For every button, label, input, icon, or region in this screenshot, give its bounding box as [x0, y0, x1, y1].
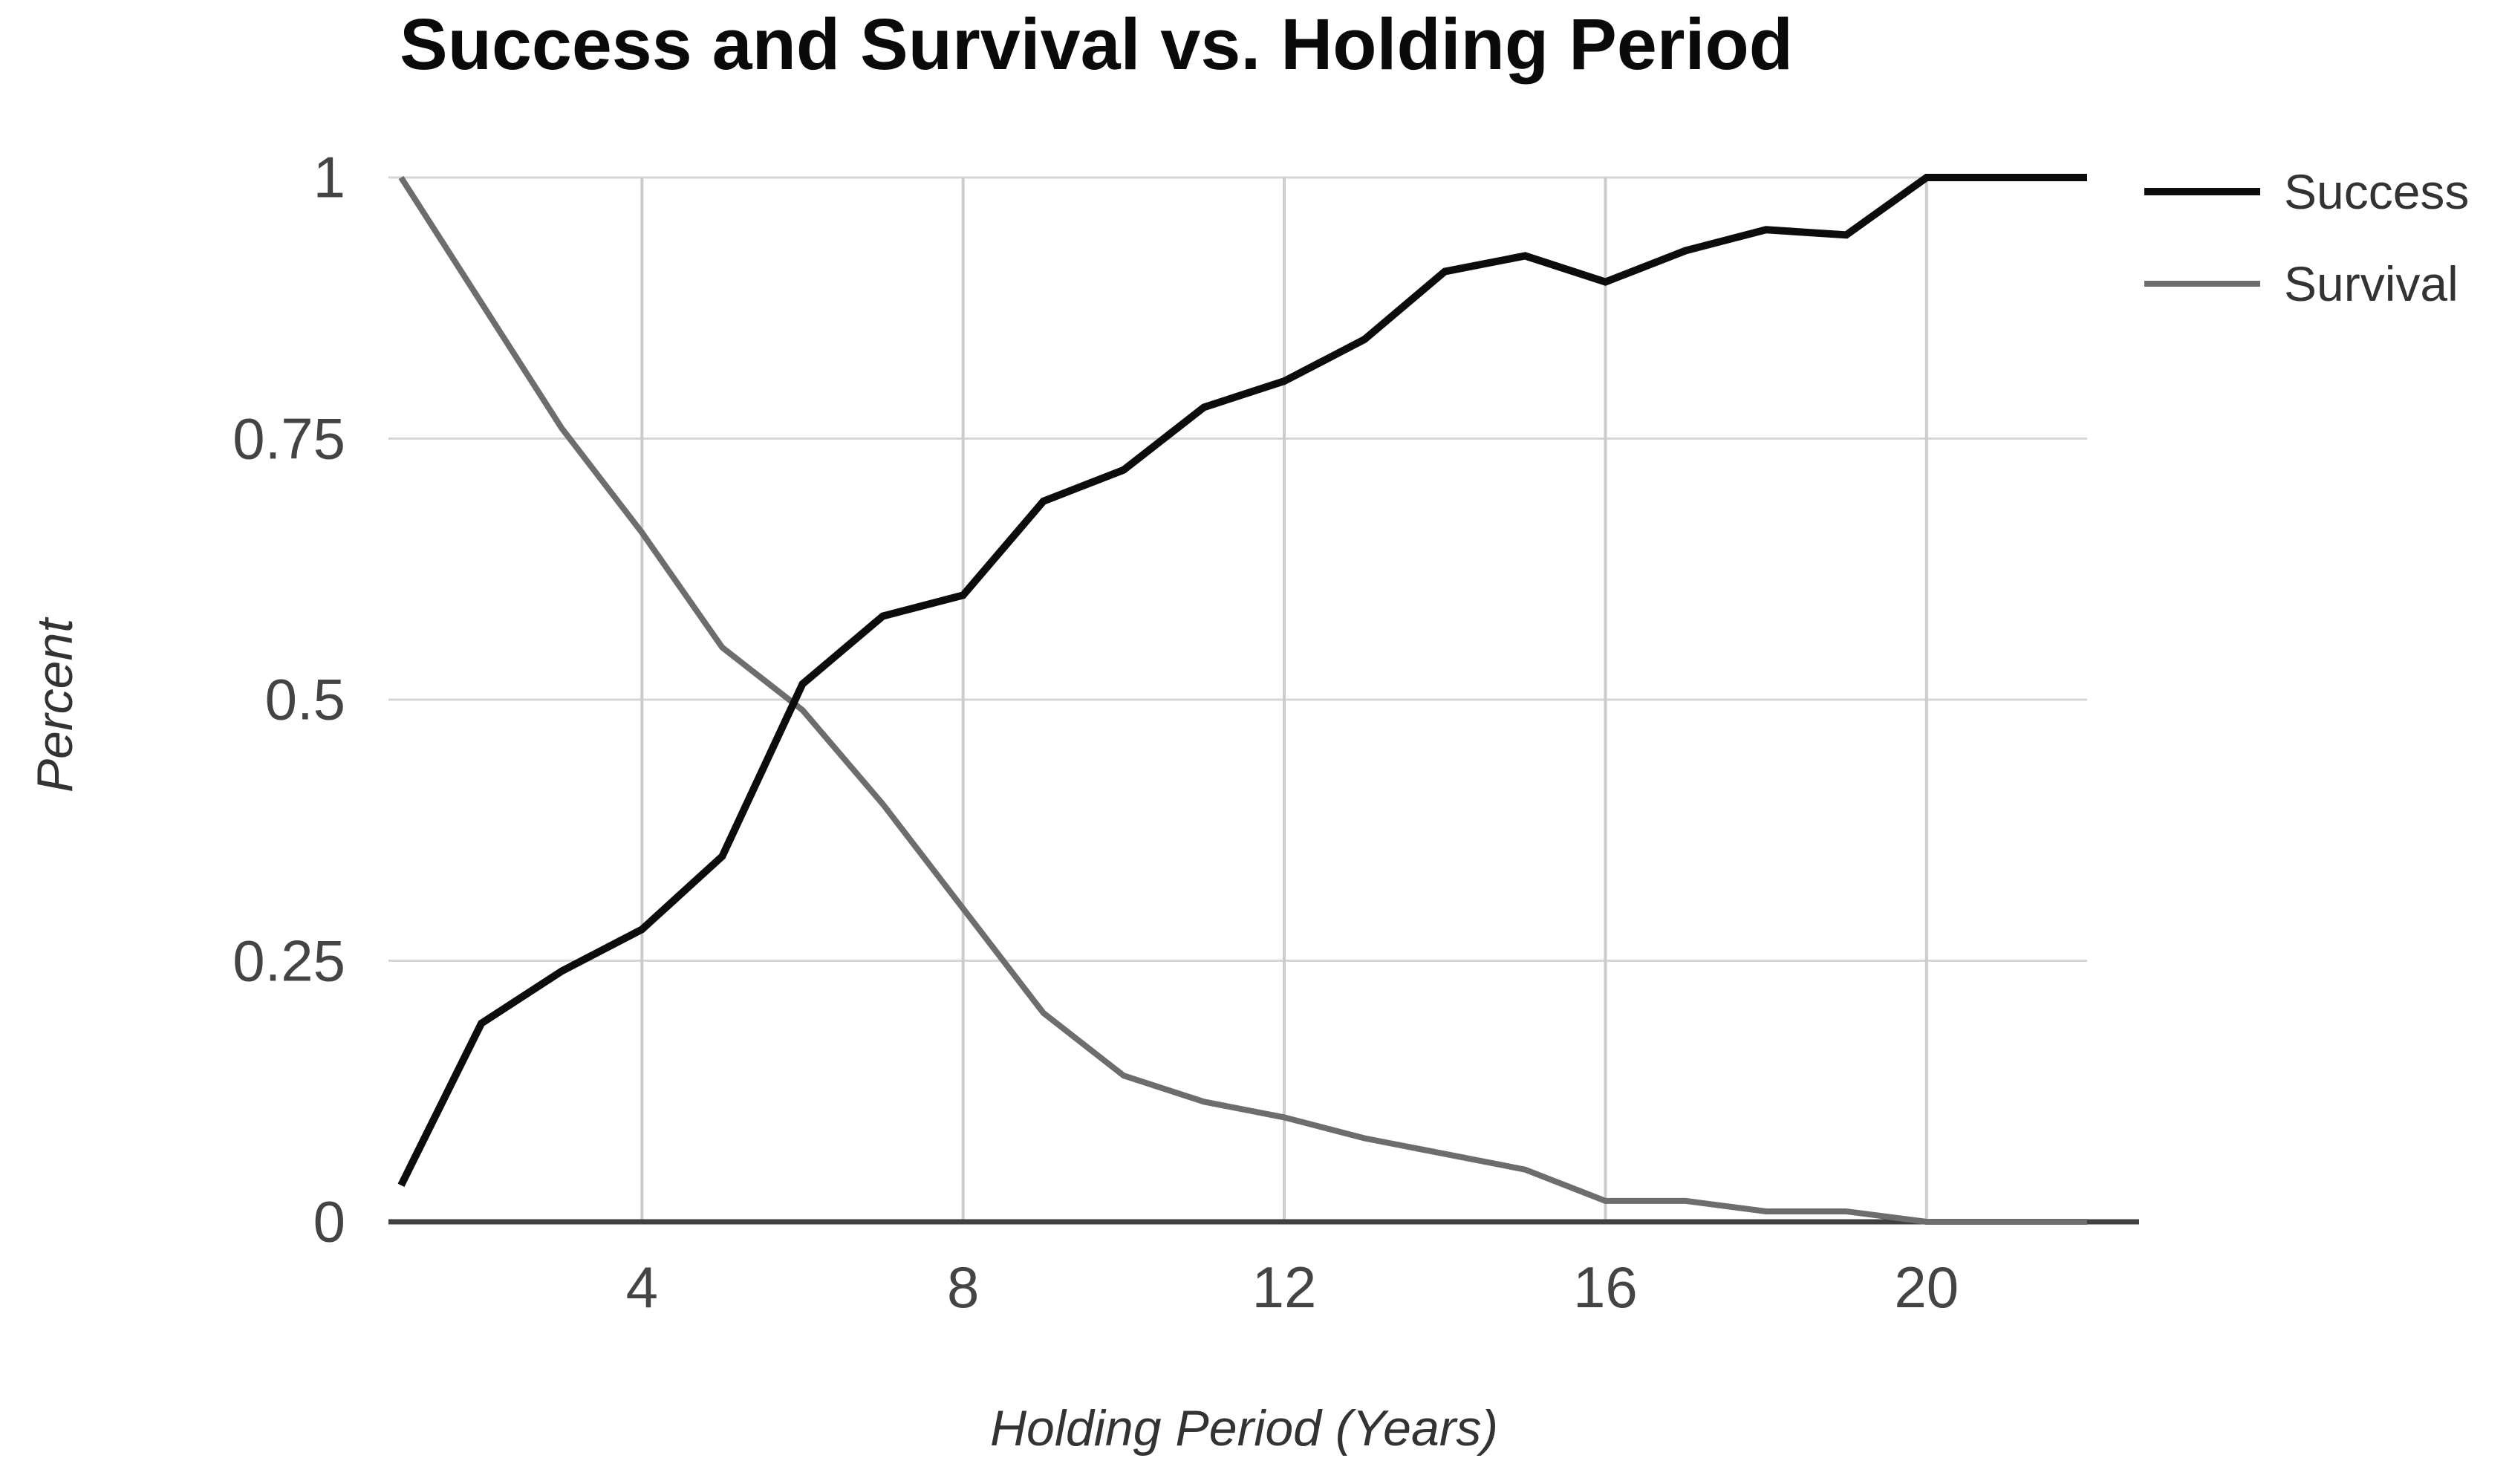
series-line-survival — [398, 175, 2087, 1225]
y-tick-label: 1 — [313, 144, 345, 210]
y-tick-label: 0 — [313, 1188, 345, 1254]
y-tick-label: 0.25 — [232, 928, 345, 993]
legend-label-survival: Survival — [2284, 256, 2458, 311]
x-tick-label: 4 — [625, 1254, 658, 1320]
x-tick-label: 20 — [1894, 1254, 1959, 1320]
survival-line-swatch — [2144, 281, 2260, 287]
legend-label-success: Success — [2284, 164, 2470, 219]
legend-item-survival: Survival — [2144, 256, 2469, 311]
y-tick-label: 0.75 — [232, 406, 345, 471]
y-axis-title: Percent — [27, 618, 83, 793]
x-tick-label: 8 — [946, 1254, 980, 1320]
legend: Success Survival — [2144, 164, 2470, 349]
series-line-success — [397, 174, 2087, 1188]
success-line-swatch — [2144, 188, 2260, 195]
x-axis-title: Holding Period (Years) — [989, 1400, 1499, 1457]
legend-item-success: Success — [2144, 164, 2470, 219]
chart-title: Success and Survival vs. Holding Period — [400, 4, 1793, 85]
x-tick-label: 12 — [1252, 1254, 1317, 1320]
y-tick-label: 0.5 — [264, 666, 345, 732]
x-tick-label: 16 — [1573, 1254, 1638, 1320]
